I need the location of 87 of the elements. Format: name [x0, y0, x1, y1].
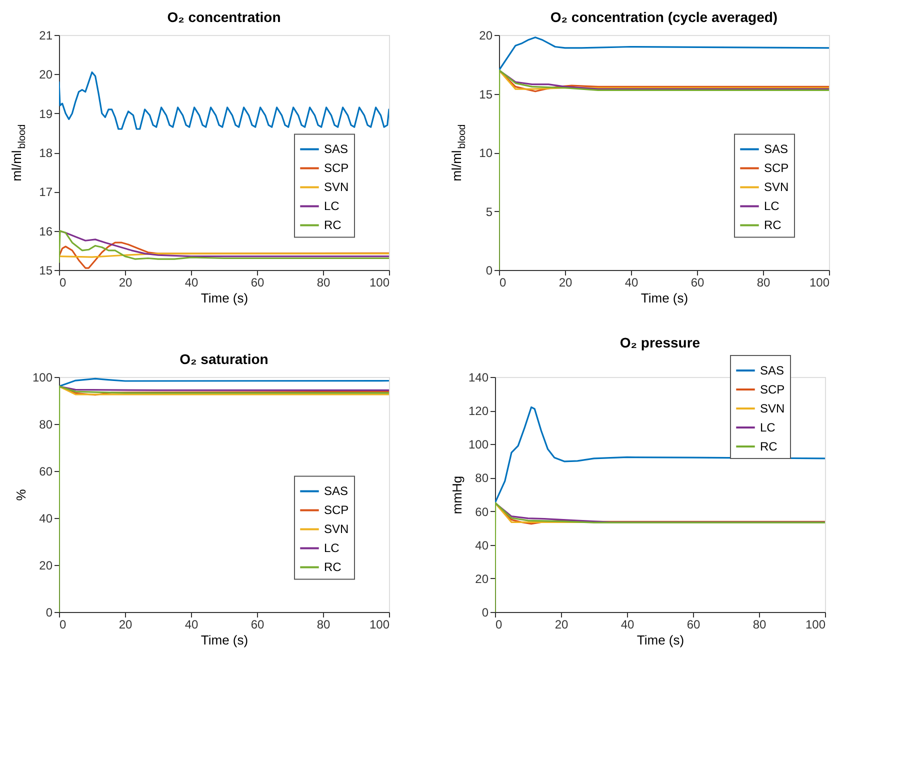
legend-label: SCP	[764, 161, 789, 176]
y-tick-label: 0	[482, 606, 489, 620]
legend-label: SVN	[764, 180, 789, 194]
y-tick-label: 100	[468, 438, 489, 452]
legend-label: LC	[324, 541, 340, 556]
y-tick-label: 0	[46, 606, 53, 620]
y-tick-label: 120	[468, 404, 489, 418]
x-tick-label: 20	[558, 276, 572, 290]
legend-label: SCP	[760, 382, 785, 396]
y-tick-label: 60	[475, 504, 489, 519]
y-axis-title: mmHg	[449, 476, 464, 514]
legend-label: RC	[764, 218, 782, 232]
x-tick-label: 40	[624, 276, 638, 290]
x-tick-label: 60	[250, 276, 264, 290]
x-tick-label: 60	[690, 276, 704, 290]
x-tick-label: 80	[316, 276, 330, 290]
x-tick-label: 100	[809, 276, 830, 290]
y-tick-label: 20	[479, 28, 493, 42]
y-tick-label: 80	[475, 471, 489, 486]
x-tick-label: 40	[620, 618, 634, 632]
legend-label: SVN	[324, 180, 349, 194]
legend-label: SVN	[760, 402, 785, 416]
y-tick-label: 0	[486, 264, 493, 278]
x-tick-label: 0	[60, 276, 66, 290]
x-tick-label: 60	[250, 618, 264, 632]
x-tick-label: 20	[554, 618, 568, 632]
y-axis-title: ml/mlblood	[9, 124, 28, 182]
x-axis-title: Time (s)	[200, 632, 248, 648]
x-tick-label: 0	[60, 618, 66, 632]
y-tick-label: 20	[39, 68, 53, 82]
line-series	[59, 230, 389, 263]
y-tick-label: 20	[39, 558, 53, 572]
legend-label: SAS	[764, 142, 788, 156]
y-tick-label: 100	[32, 370, 53, 384]
legend-label: SAS	[324, 142, 348, 156]
y-axis-title: %	[13, 488, 28, 501]
x-axis-title: Time (s)	[636, 632, 684, 648]
y-tick-label: 15	[39, 264, 53, 278]
chart-title: O₂ saturation	[180, 351, 268, 367]
line-series	[59, 71, 389, 130]
y-tick-label: 40	[475, 538, 489, 552]
y-tick-label: 17	[39, 185, 53, 200]
chart-title: O₂ concentration (cycle averaged)	[550, 9, 778, 25]
line-series	[59, 230, 389, 258]
y-tick-label: 19	[39, 106, 53, 121]
y-tick-label: 20	[475, 572, 489, 586]
legend-label: LC	[764, 199, 780, 214]
x-tick-label: 0	[500, 276, 506, 290]
legend-label: SAS	[324, 484, 348, 498]
legend-label: SCP	[324, 503, 349, 518]
x-axis-title: Time (s)	[640, 290, 688, 306]
x-tick-label: 40	[184, 618, 198, 632]
y-tick-label: 10	[479, 146, 493, 160]
x-tick-label: 60	[686, 618, 700, 632]
legend-label: SCP	[324, 161, 349, 176]
chart-title: O₂ pressure	[620, 334, 700, 350]
legend-label: LC	[760, 420, 776, 434]
x-tick-label: 100	[369, 618, 390, 632]
legend-label: SAS	[760, 364, 784, 378]
x-tick-label: 80	[316, 618, 330, 632]
legend-label: SVN	[324, 522, 349, 536]
legend-label: RC	[324, 218, 342, 232]
x-axis-title: Time (s)	[200, 290, 248, 306]
line-series	[59, 378, 389, 388]
x-tick-label: 100	[369, 276, 390, 290]
legend-label: RC	[324, 560, 342, 574]
x-tick-label: 20	[118, 276, 132, 290]
x-tick-label: 0	[496, 618, 502, 632]
x-tick-label: 100	[805, 618, 826, 632]
y-tick-label: 80	[39, 418, 53, 432]
x-tick-label: 80	[756, 276, 770, 290]
legend-label: LC	[324, 199, 340, 214]
legend-label: RC	[760, 440, 778, 454]
x-tick-label: 20	[118, 618, 132, 632]
x-tick-label: 80	[752, 618, 766, 632]
y-tick-label: 21	[39, 28, 53, 42]
y-tick-label: 5	[486, 204, 493, 219]
y-tick-label: 40	[39, 512, 53, 526]
y-tick-label: 15	[479, 87, 493, 102]
x-tick-label: 40	[184, 276, 198, 290]
y-tick-label: 18	[39, 146, 53, 160]
chart-title: O₂ concentration	[167, 9, 281, 25]
y-axis-title: ml/mlblood	[449, 124, 468, 182]
line-series	[499, 36, 829, 72]
y-tick-label: 60	[39, 464, 53, 478]
y-tick-label: 16	[39, 224, 53, 238]
y-tick-label: 140	[468, 370, 489, 384]
